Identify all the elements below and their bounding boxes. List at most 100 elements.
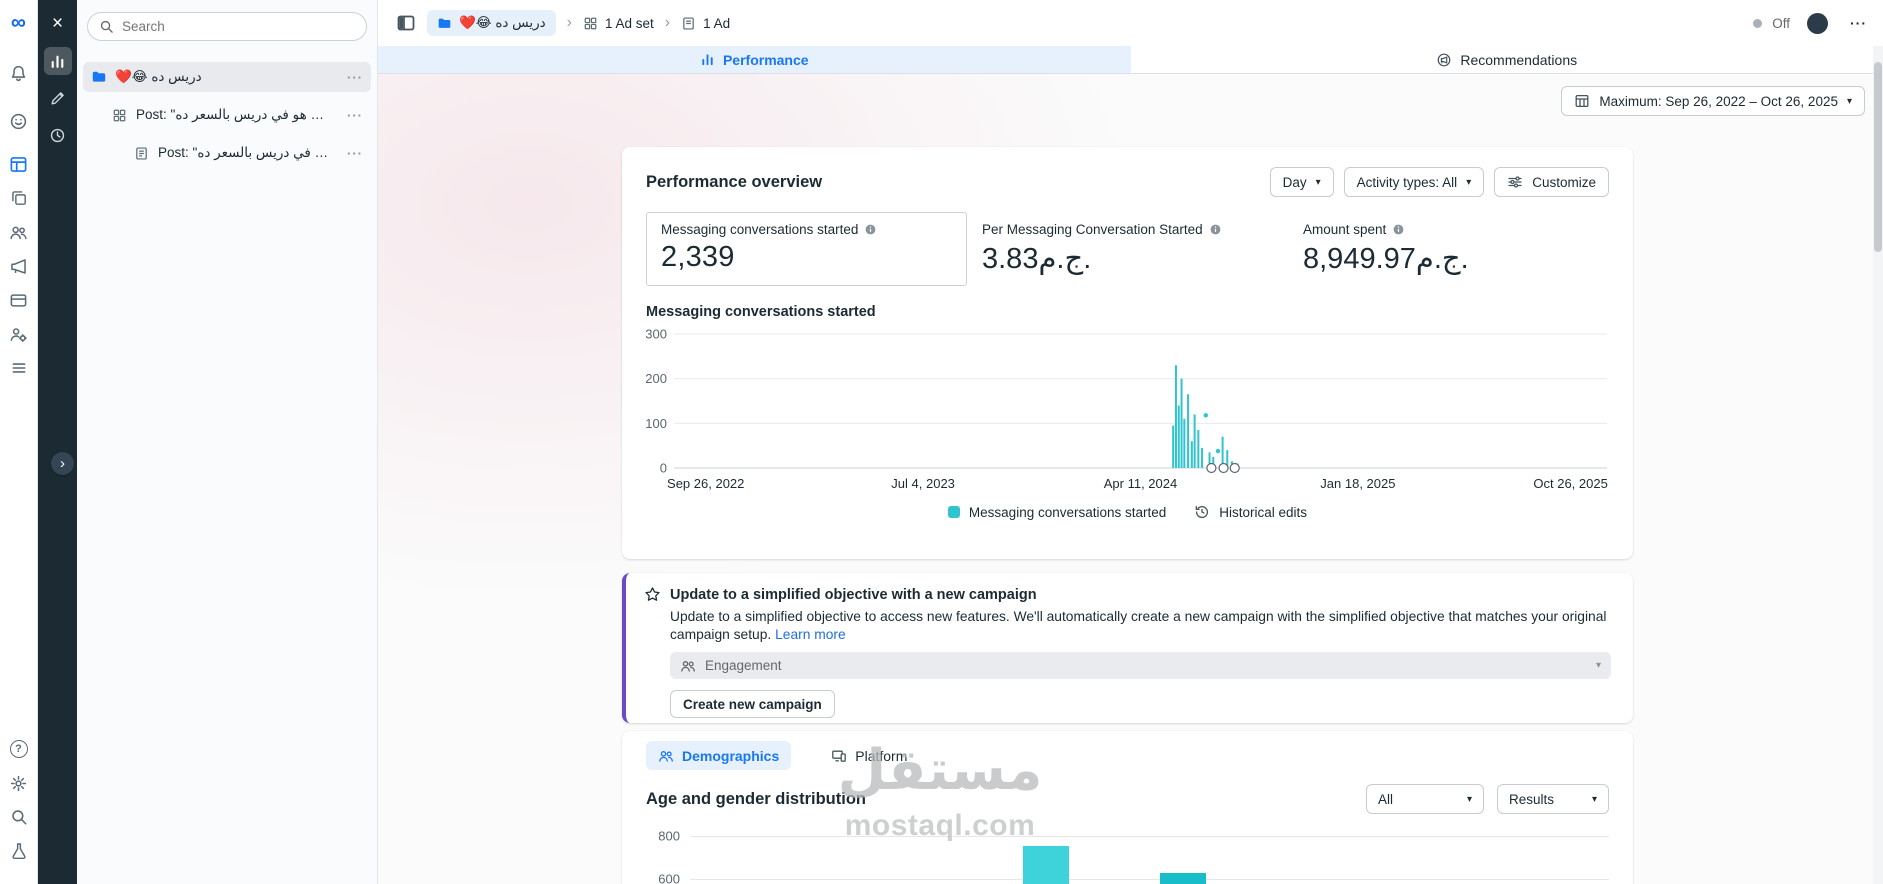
breakdown-select[interactable]: All ▾ (1366, 784, 1484, 814)
row-more-button[interactable]: ··· (347, 107, 363, 123)
business-settings-person-gear-icon[interactable] (6, 321, 32, 347)
breadcrumb-ad[interactable]: 1 Ad (681, 16, 730, 31)
billing-card-icon[interactable] (6, 287, 32, 313)
chart-heading: Messaging conversations started (646, 304, 876, 320)
search-rail-icon[interactable] (6, 804, 32, 830)
customize-button[interactable]: Customize (1494, 167, 1609, 197)
tab-recommendations-label: Recommendations (1460, 51, 1578, 68)
global-nav-rail: ∞ ? (0, 0, 38, 884)
metric-select[interactable]: Results ▾ (1497, 784, 1609, 814)
view-tabs: Performance Recommendations (378, 46, 1883, 74)
chevron-down-icon: ▾ (1466, 793, 1472, 805)
metric-value: 8,949.97ج.م. (1303, 243, 1469, 275)
day-dropdown-label: Day (1282, 174, 1307, 190)
x-tick-label: Sep 26, 2022 (667, 476, 744, 491)
search-box[interactable] (87, 12, 367, 41)
info-icon[interactable] (1392, 223, 1405, 236)
y-tick-label: 800 (658, 828, 680, 844)
notifications-bell-icon[interactable] (6, 60, 32, 86)
labs-flask-icon[interactable] (6, 838, 32, 864)
collapse-sidebar-icon[interactable] (396, 13, 416, 33)
learn-more-link[interactable]: Learn more (775, 627, 846, 642)
tab-recommendations[interactable]: Recommendations (1131, 46, 1883, 73)
date-range-button[interactable]: Maximum: Sep 26, 2022 – Oct 26, 2025 ▾ (1561, 86, 1865, 116)
historical-edit-marker[interactable] (1218, 462, 1229, 474)
search-input[interactable] (122, 19, 355, 34)
adset-name: Post: "هو في دريس بالسعر ده 😂❤️" (136, 107, 333, 122)
customize-label: Customize (1532, 174, 1596, 190)
breadcrumb-campaign[interactable]: دريس ده 😂❤️ (427, 10, 556, 36)
create-new-campaign-button[interactable]: Create new campaign (670, 690, 835, 718)
x-tick-label: Jul 4, 2023 (891, 476, 955, 491)
scrollbar-thumb[interactable] (1874, 62, 1882, 252)
messaging-conversations-chart: 0 100 200 300 Sep 26, 2022 Jul 4, 2023 Apr 11,… (646, 327, 1608, 492)
main-area: دريس ده 😂❤️ › 1 Ad set › 1 Ad (378, 0, 1883, 884)
metric-select-value: Results (1509, 791, 1555, 807)
ad-file-icon (134, 146, 150, 161)
day-dropdown[interactable]: Day ▾ (1269, 167, 1334, 197)
x-tick-label: Jan 18, 2025 (1320, 476, 1395, 491)
feedback-smiley-icon[interactable] (6, 108, 32, 134)
help-icon[interactable]: ? (6, 736, 32, 762)
y-tick-label: 600 (658, 871, 680, 884)
sliders-icon (1507, 174, 1523, 190)
edit-pencil-icon[interactable] (44, 84, 72, 112)
history-arrow-icon (1194, 504, 1210, 520)
gridline (690, 879, 1609, 880)
tab-performance[interactable]: Performance (378, 46, 1131, 73)
adset-grid-icon (583, 16, 598, 31)
metric-cost-per-conversation[interactable]: Per Messaging Conversation Started 3.83ج… (967, 212, 1288, 286)
promotions-megaphone-icon[interactable] (6, 253, 32, 279)
charts-tool-icon[interactable] (43, 47, 72, 75)
objective-select[interactable]: Engagement ▾ (670, 652, 1611, 679)
more-options-button[interactable]: ··· (1850, 15, 1867, 31)
tree-item-ad[interactable]: Post: "هو في دريس بالسعر ده 😂❤️" ··· (83, 138, 371, 168)
chevron-down-icon: ▾ (1466, 176, 1472, 188)
legend-swatch (947, 506, 960, 518)
close-icon[interactable]: × (44, 9, 72, 37)
age-gender-chart: 800 600 (646, 828, 1609, 884)
chevron-down-icon: ▾ (1591, 793, 1597, 805)
breadcrumb-separator: › (664, 14, 671, 31)
content-scroll-area: Maximum: Sep 26, 2022 – Oct 26, 2025 ▾ P… (378, 74, 1883, 884)
tab-platform-label: Platform (855, 747, 908, 764)
tree-item-campaign[interactable]: دريس ده 😂❤️ ··· (83, 62, 371, 92)
breadcrumb-adset-label: 1 Ad set (605, 15, 654, 31)
row-more-button[interactable]: ··· (347, 145, 363, 161)
y-tick-label: 0 (660, 461, 667, 476)
historical-edit-marker[interactable] (1229, 462, 1240, 474)
info-icon[interactable] (864, 223, 877, 236)
tab-platform[interactable]: Platform (819, 741, 919, 770)
metric-amount-spent[interactable]: Amount spent 8,949.97ج.م. (1288, 212, 1609, 286)
info-icon[interactable] (1209, 223, 1222, 236)
expand-panel-button[interactable]: › (51, 452, 74, 475)
metric-messaging-conversations[interactable]: Messaging conversations started 2,339 (646, 212, 967, 286)
row-more-button[interactable]: ··· (347, 69, 363, 85)
status-dot (1753, 18, 1763, 28)
campaign-toggle[interactable] (1807, 12, 1828, 34)
ad-name: Post: "هو في دريس بالسعر ده 😂❤️" (158, 145, 333, 160)
pages-copy-icon[interactable] (6, 185, 32, 211)
menu-lines-icon[interactable] (6, 355, 32, 381)
history-clock-icon[interactable] (44, 121, 72, 149)
vertical-scrollbar[interactable] (1873, 46, 1883, 884)
ad-file-icon (681, 16, 696, 31)
tree-item-adset[interactable]: Post: "هو في دريس بالسعر ده 😂❤️" ··· (83, 100, 371, 130)
y-tick-label: 200 (646, 371, 667, 386)
legend-item-historical-edits[interactable]: Historical edits (1194, 504, 1307, 520)
create-new-campaign-label: Create new campaign (683, 696, 822, 712)
meta-logo-icon[interactable]: ∞ (11, 11, 26, 34)
activity-types-dropdown[interactable]: Activity types: All ▾ (1343, 167, 1485, 197)
ads-manager-table-icon[interactable] (6, 151, 32, 177)
tab-demographics[interactable]: Demographics (646, 741, 792, 770)
gridline (690, 836, 1609, 837)
historical-edit-marker[interactable] (1206, 462, 1217, 474)
y-tick-label: 100 (646, 416, 667, 431)
breadcrumb-adset[interactable]: 1 Ad set (583, 16, 654, 31)
legend-edits-label: Historical edits (1219, 504, 1308, 520)
audiences-people-icon[interactable] (6, 219, 32, 245)
data-point (1203, 413, 1209, 418)
breadcrumb-campaign-label: دريس ده 😂❤️ (459, 15, 546, 30)
settings-gear-icon[interactable] (6, 770, 32, 796)
